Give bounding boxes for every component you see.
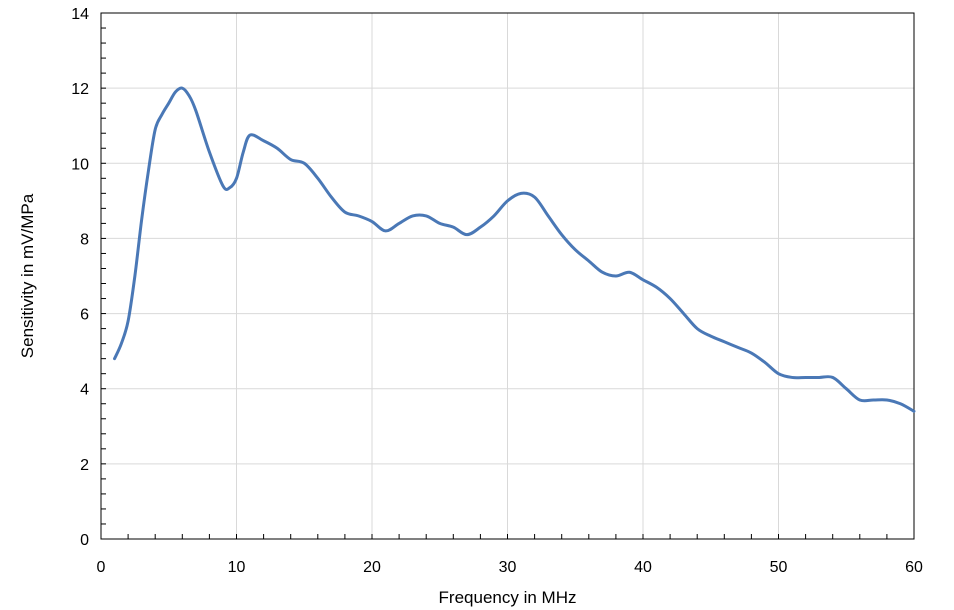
y-axis-tick-labels: 0 2 4 6 8 10 12 14 [71,6,89,549]
x-axis-title: Frequency in MHz [439,588,577,607]
y-tick-label: 14 [71,6,89,23]
x-tick-label: 30 [499,559,517,576]
y-tick-label: 4 [80,382,89,399]
y-tick-label: 6 [80,307,89,324]
x-tick-label: 40 [634,559,652,576]
y-tick-label: 0 [80,532,89,549]
x-axis-tick-labels: 0 10 20 30 40 50 60 [97,559,923,576]
x-tick-label: 50 [770,559,788,576]
x-tick-label: 10 [228,559,246,576]
y-tick-label: 12 [71,81,89,98]
series-line [113,86,916,413]
y-axis-title: Sensitivity in mV/MPa [18,193,37,358]
y-tick-label: 8 [80,231,89,248]
x-tick-label: 0 [97,559,106,576]
gridlines [101,13,914,539]
y-tick-label: 2 [80,457,89,474]
x-tick-label: 60 [905,559,923,576]
y-tick-label: 10 [71,156,89,173]
x-tick-label: 20 [363,559,381,576]
plot-area-border [100,12,915,540]
